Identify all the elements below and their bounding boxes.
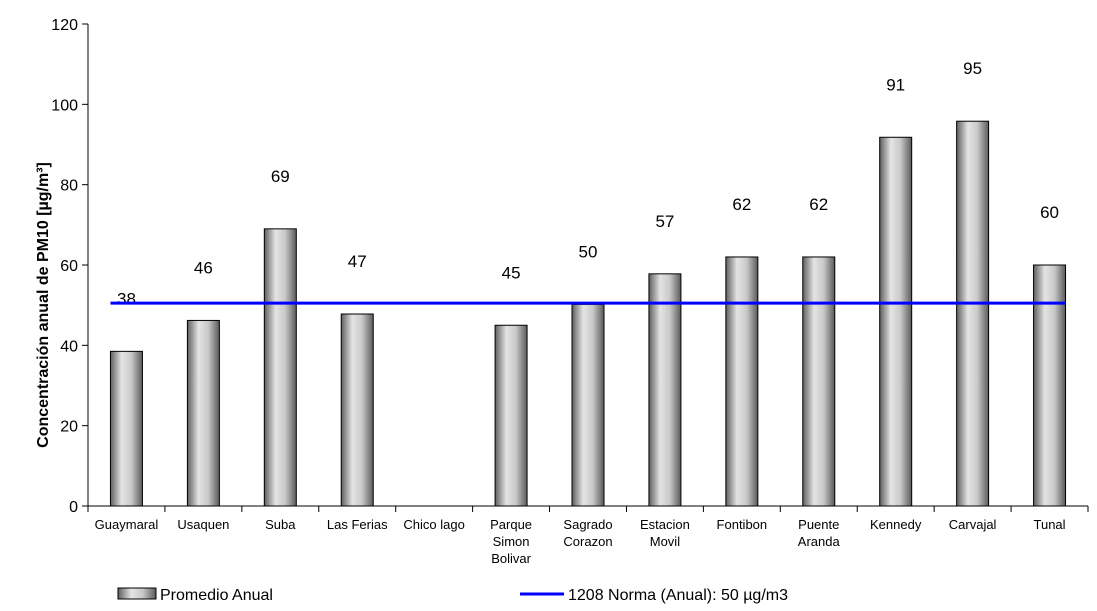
- data-label: 45: [502, 263, 521, 282]
- bar: [263, 228, 297, 507]
- category-label-line: Estacion: [640, 517, 690, 532]
- y-tick-label: 120: [51, 17, 78, 34]
- axes: 0 20 40 60 80 100 120: [51, 17, 1089, 516]
- data-label: 95: [963, 59, 982, 78]
- data-label: 60: [1040, 203, 1059, 222]
- category-label: Carvajal: [949, 517, 997, 532]
- bar: [109, 350, 143, 507]
- category-label: Puente Aranda: [798, 517, 841, 549]
- category-label: Sagrado Corazon: [563, 517, 612, 549]
- data-label: 50: [579, 242, 598, 261]
- data-label: 38: [117, 289, 136, 308]
- category-label-line: Corazon: [563, 534, 612, 549]
- data-label: 62: [732, 195, 751, 214]
- data-label: 62: [809, 195, 828, 214]
- category-label: Las Ferias: [327, 517, 388, 532]
- category-label-line: Guaymaral: [95, 517, 159, 532]
- y-tick-label: 60: [60, 258, 78, 275]
- y-tick-label: 0: [69, 499, 78, 516]
- y-tick-label: 20: [60, 419, 78, 436]
- y-tick-label: 80: [60, 178, 78, 195]
- data-label: 46: [194, 258, 213, 277]
- legend-bar-swatch: [117, 587, 157, 600]
- bar: [725, 256, 759, 507]
- category-label: Guaymaral: [95, 517, 159, 532]
- y-tick-label: 100: [51, 97, 78, 114]
- data-label: 57: [655, 212, 674, 231]
- category-label-line: Bolivar: [491, 551, 531, 566]
- category-label-line: Suba: [265, 517, 296, 532]
- data-labels: 38 46 69 47 45 50 57 62 62 91 95 60: [117, 59, 1059, 308]
- y-tick-label: 40: [60, 338, 78, 355]
- category-label-line: Fontibon: [717, 517, 768, 532]
- category-labels: Guaymaral Usaquen Suba Las Ferias Chico lago…: [95, 517, 1066, 566]
- bar: [879, 136, 913, 507]
- data-label: 69: [271, 167, 290, 186]
- data-label: 91: [886, 75, 905, 94]
- category-label: Usaquen: [177, 517, 229, 532]
- category-label-line: Sagrado: [563, 517, 612, 532]
- category-label-line: Las Ferias: [327, 517, 388, 532]
- category-label: Parque Simon Bolivar: [490, 517, 532, 566]
- category-label-line: Tunal: [1034, 517, 1066, 532]
- category-label-line: Movil: [650, 534, 680, 549]
- category-label-line: Usaquen: [177, 517, 229, 532]
- bar: [340, 313, 374, 507]
- data-label: 47: [348, 252, 367, 271]
- category-label: Chico lago: [403, 517, 464, 532]
- category-label: Kennedy: [870, 517, 922, 532]
- category-label-line: Simon: [493, 534, 530, 549]
- category-label-line: Kennedy: [870, 517, 922, 532]
- bar: [956, 120, 990, 507]
- category-label-line: Aranda: [798, 534, 841, 549]
- bar: [494, 324, 528, 507]
- legend-bar-label: Promedio Anual: [160, 587, 273, 604]
- category-label: Suba: [265, 517, 296, 532]
- category-label-line: Parque: [490, 517, 532, 532]
- category-label-line: Carvajal: [949, 517, 997, 532]
- bar: [802, 256, 836, 507]
- category-label: Estacion Movil: [640, 517, 690, 549]
- bar: [571, 303, 605, 507]
- legend-line-label: 1208 Norma (Anual): 50 µg/m3: [568, 587, 788, 604]
- legend: Promedio Anual 1208 Norma (Anual): 50 µg…: [117, 587, 788, 604]
- bar: [186, 319, 220, 507]
- bar: [648, 273, 682, 507]
- category-label: Fontibon: [717, 517, 768, 532]
- category-label-line: Chico lago: [403, 517, 464, 532]
- category-label-line: Puente: [798, 517, 839, 532]
- bars: [109, 120, 1067, 507]
- y-axis-label: Concentración anual de PM10 [µg/m³]: [35, 162, 52, 448]
- category-label: Tunal: [1034, 517, 1066, 532]
- bar: [1033, 264, 1067, 507]
